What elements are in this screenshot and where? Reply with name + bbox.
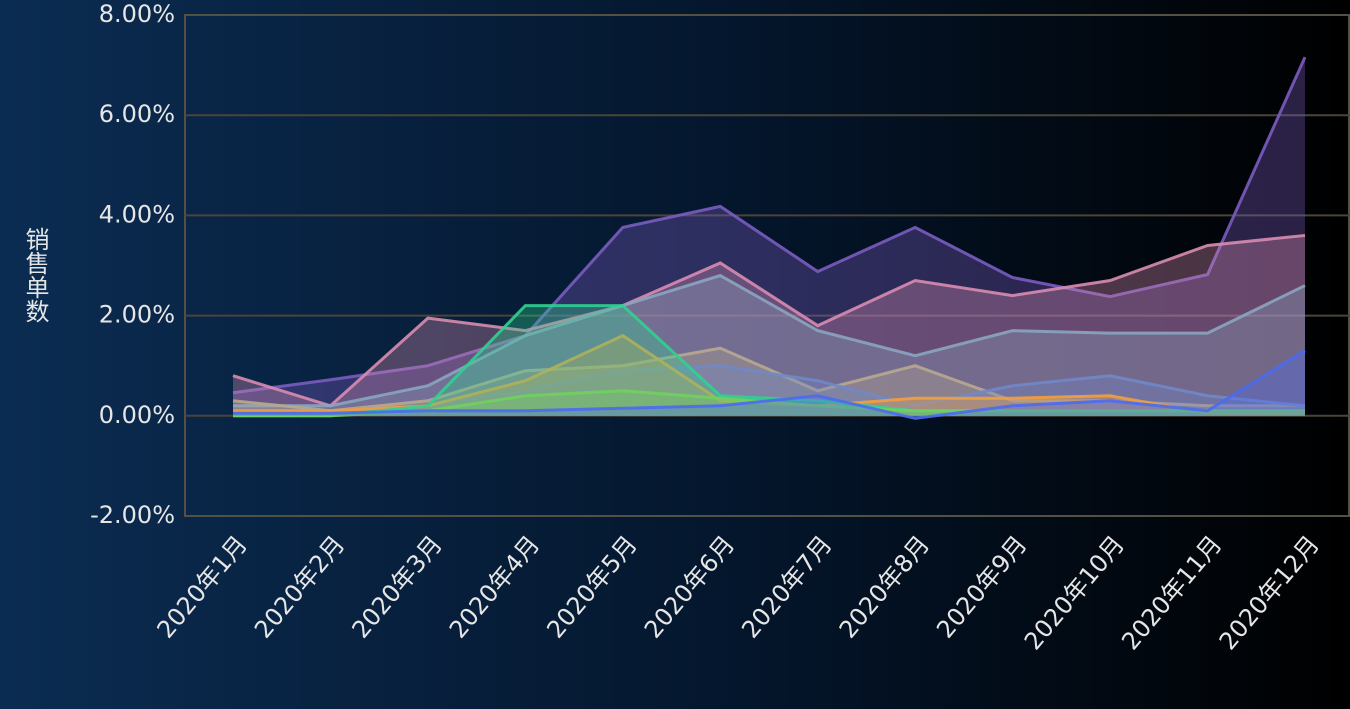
y-tick-label: 8.00% <box>99 0 175 28</box>
area <box>233 235 1305 416</box>
plot-frame <box>184 14 1350 517</box>
area <box>233 350 1305 419</box>
x-tick-label: 2020年9月 <box>931 530 1032 643</box>
line <box>233 273 1306 408</box>
area <box>233 305 1305 416</box>
y-tick-label: 2.00% <box>99 301 175 329</box>
x-tick-label: 2020年5月 <box>541 530 642 643</box>
area <box>233 57 1305 416</box>
area <box>233 335 1305 416</box>
y-tick-label: 4.00% <box>99 200 175 228</box>
x-tick-label: 2020年1月 <box>152 530 253 643</box>
line <box>232 233 1306 408</box>
area <box>233 275 1305 416</box>
x-tick-label: 2020年3月 <box>346 530 447 643</box>
x-tick-label: 2020年7月 <box>736 530 837 643</box>
x-tick-label: 2020年11月 <box>1116 530 1227 655</box>
x-tick-label: 2020年4月 <box>444 530 545 643</box>
x-tick-label: 2020年6月 <box>639 530 740 643</box>
line <box>233 349 1306 420</box>
x-tick-label: 2020年2月 <box>249 530 350 643</box>
x-tick-label: 2020年12月 <box>1214 530 1325 655</box>
y-tick-label: 0.00% <box>99 401 175 429</box>
y-axis-label: 销售单数 <box>21 227 49 323</box>
x-tick-label: 2020年8月 <box>834 530 935 643</box>
x-tick-label: 2020年10月 <box>1019 530 1130 655</box>
y-tick-label: -2.00% <box>90 501 175 529</box>
y-tick-label: 6.00% <box>99 100 175 128</box>
line <box>232 56 1307 395</box>
